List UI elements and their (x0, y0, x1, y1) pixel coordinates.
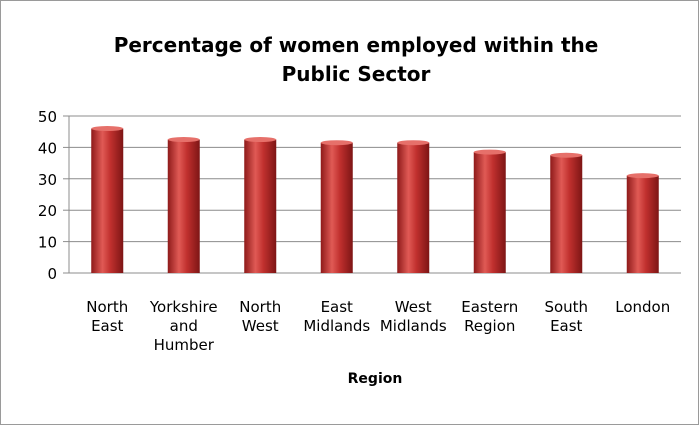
x-tick-label: West (242, 317, 279, 335)
bar (550, 155, 583, 273)
x-tick-label: South (544, 298, 588, 316)
bar-cap (244, 137, 277, 143)
y-tick-label: 50 (38, 108, 57, 126)
y-tick-label: 10 (38, 234, 57, 252)
x-tick-label: and (170, 317, 198, 335)
bar-cap (550, 152, 583, 158)
bar (91, 128, 124, 273)
bar-cap (320, 140, 353, 146)
bar-cap (167, 137, 200, 143)
x-tick-label: Yorkshire (149, 298, 218, 316)
x-tick-label: Midlands (303, 317, 370, 335)
bar (320, 142, 353, 273)
bar (397, 142, 430, 273)
chart-title-line-1: Percentage of women employed within the (113, 33, 599, 57)
bar (626, 175, 659, 273)
x-tick-label: East (91, 317, 123, 335)
x-tick-label: Region (464, 317, 515, 335)
bar-cap (397, 140, 430, 146)
x-tick-label: North (239, 298, 281, 316)
chart-title-line-2: Public Sector (281, 62, 431, 86)
y-tick-label: 40 (38, 139, 57, 157)
x-tick-label: East (321, 298, 353, 316)
x-tick-label: East (550, 317, 582, 335)
x-tick-label: Midlands (380, 317, 447, 335)
y-tick-label: 30 (38, 171, 57, 189)
y-tick-label: 0 (47, 265, 57, 283)
bar (244, 139, 277, 273)
x-tick-label: West (395, 298, 432, 316)
x-tick-label: North (86, 298, 128, 316)
x-tick-label: London (615, 298, 670, 316)
x-tick-label: Humber (154, 336, 215, 354)
x-axis-title: Region (348, 371, 403, 387)
bar-cap (91, 126, 124, 132)
bar-cap (473, 149, 506, 155)
bar (473, 152, 506, 273)
x-tick-label: Eastern (461, 298, 518, 316)
bar (167, 139, 200, 273)
y-tick-label: 20 (38, 202, 57, 220)
bar-cap (626, 173, 659, 179)
